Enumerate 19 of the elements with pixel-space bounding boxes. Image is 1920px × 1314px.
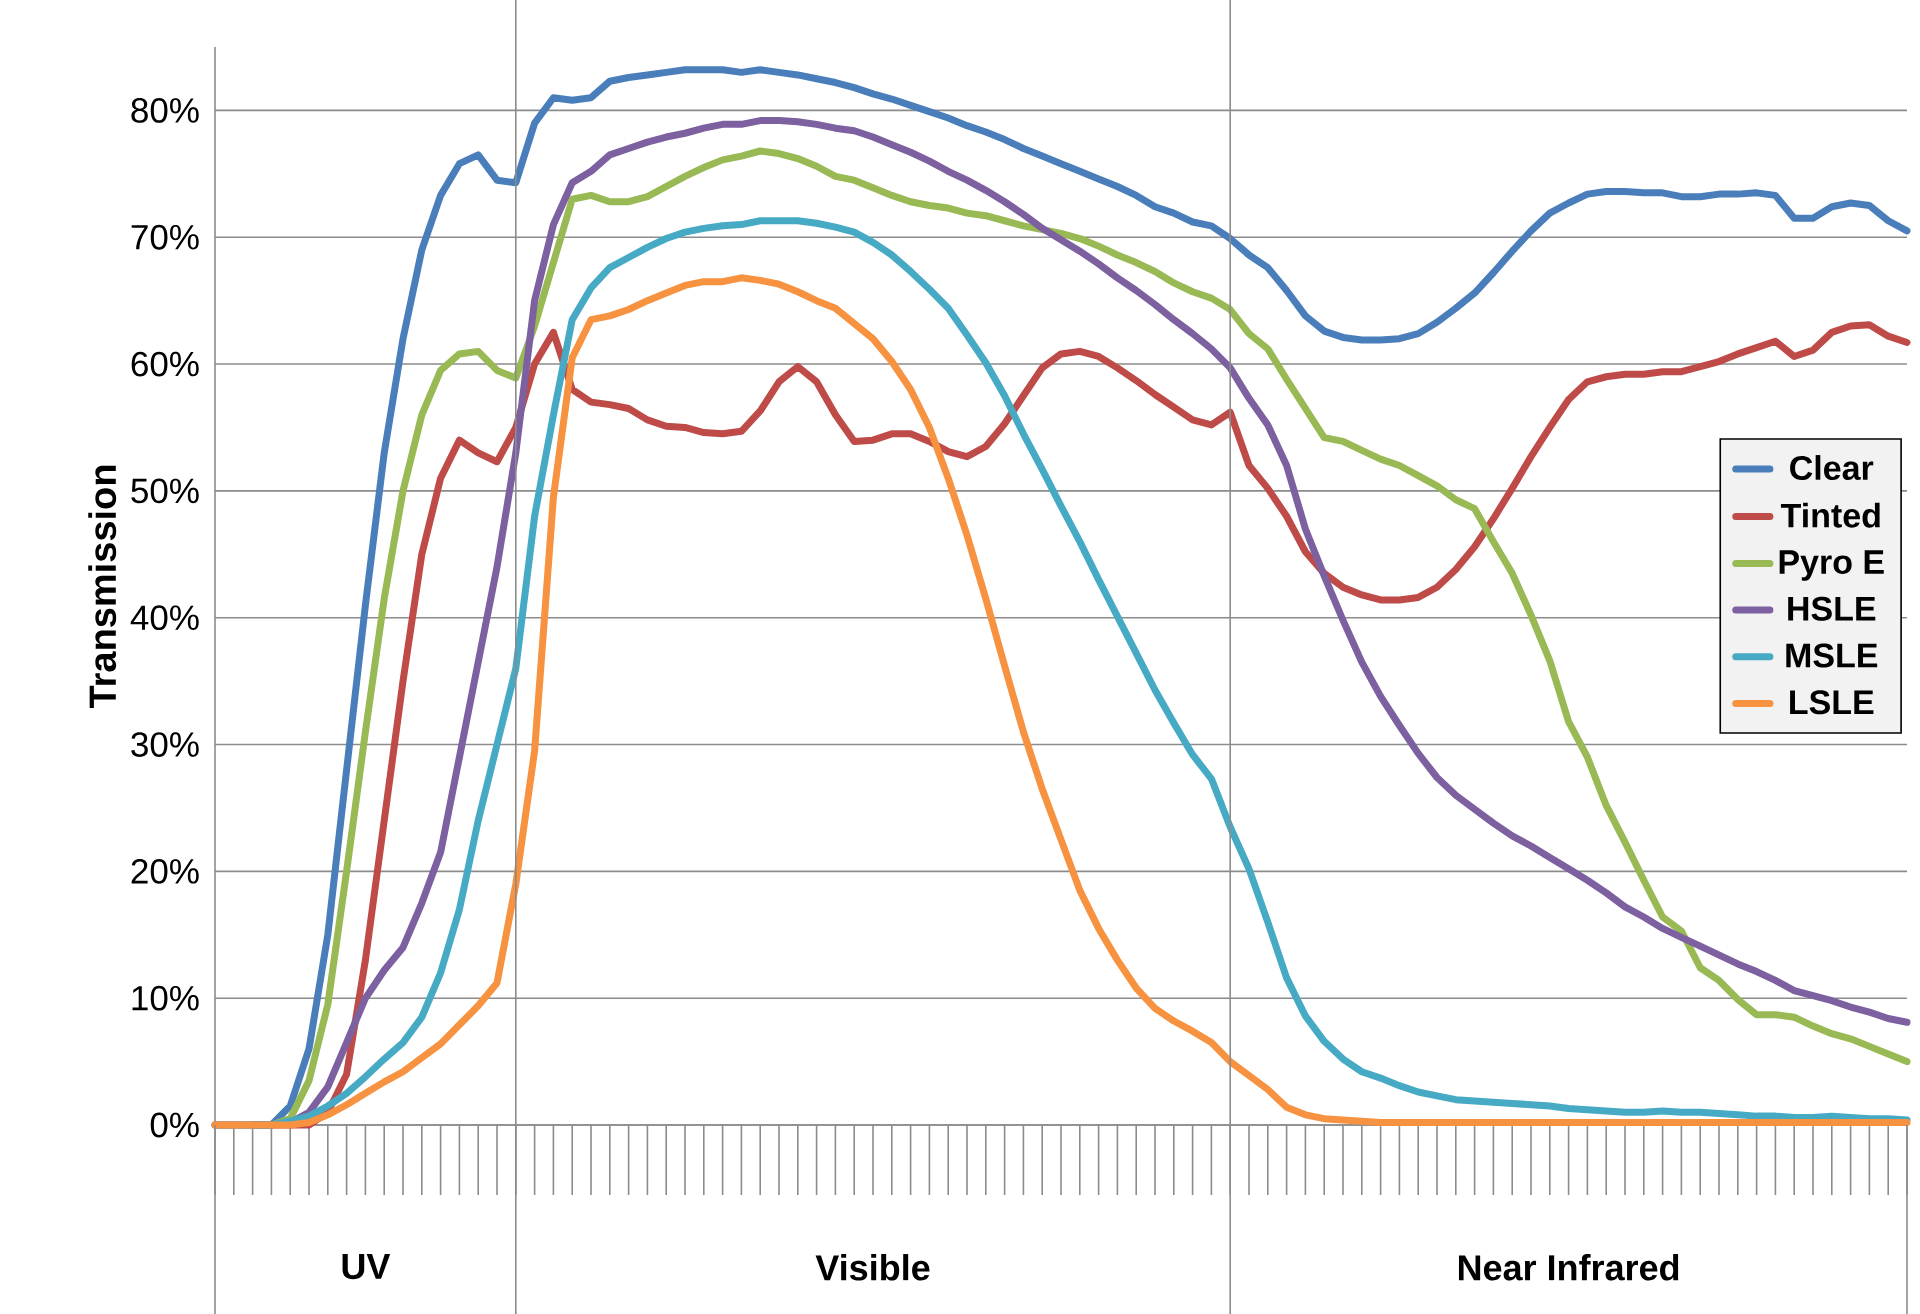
x-tick-label: Visible	[815, 1254, 930, 1281]
y-tick-label: 70%	[131, 224, 199, 250]
x-tick-label: UV	[342, 1254, 391, 1280]
y-axis-title: Transmission	[88, 465, 117, 709]
y-tick-label: 30%	[131, 732, 199, 757]
y-tick-label: 10%	[132, 985, 199, 1011]
legend-label: HSLE	[1788, 596, 1876, 621]
y-tick-label: 60%	[131, 351, 199, 377]
y-tick-label: 20%	[131, 858, 199, 884]
legend-label: Clear	[1790, 455, 1874, 481]
legend-label: LSLE	[1790, 690, 1874, 715]
y-tick-label: 80%	[131, 98, 199, 123]
x-tick-label: Near Infrared	[1458, 1254, 1679, 1281]
y-tick-label: 50%	[131, 478, 199, 504]
legend-label: MSLE	[1786, 643, 1878, 668]
y-tick-label: 0%	[150, 1112, 199, 1138]
legend-label: Tinted	[1780, 502, 1880, 528]
legend-label: Pyro E	[1779, 550, 1884, 581]
y-tick-label: 40%	[130, 605, 199, 631]
